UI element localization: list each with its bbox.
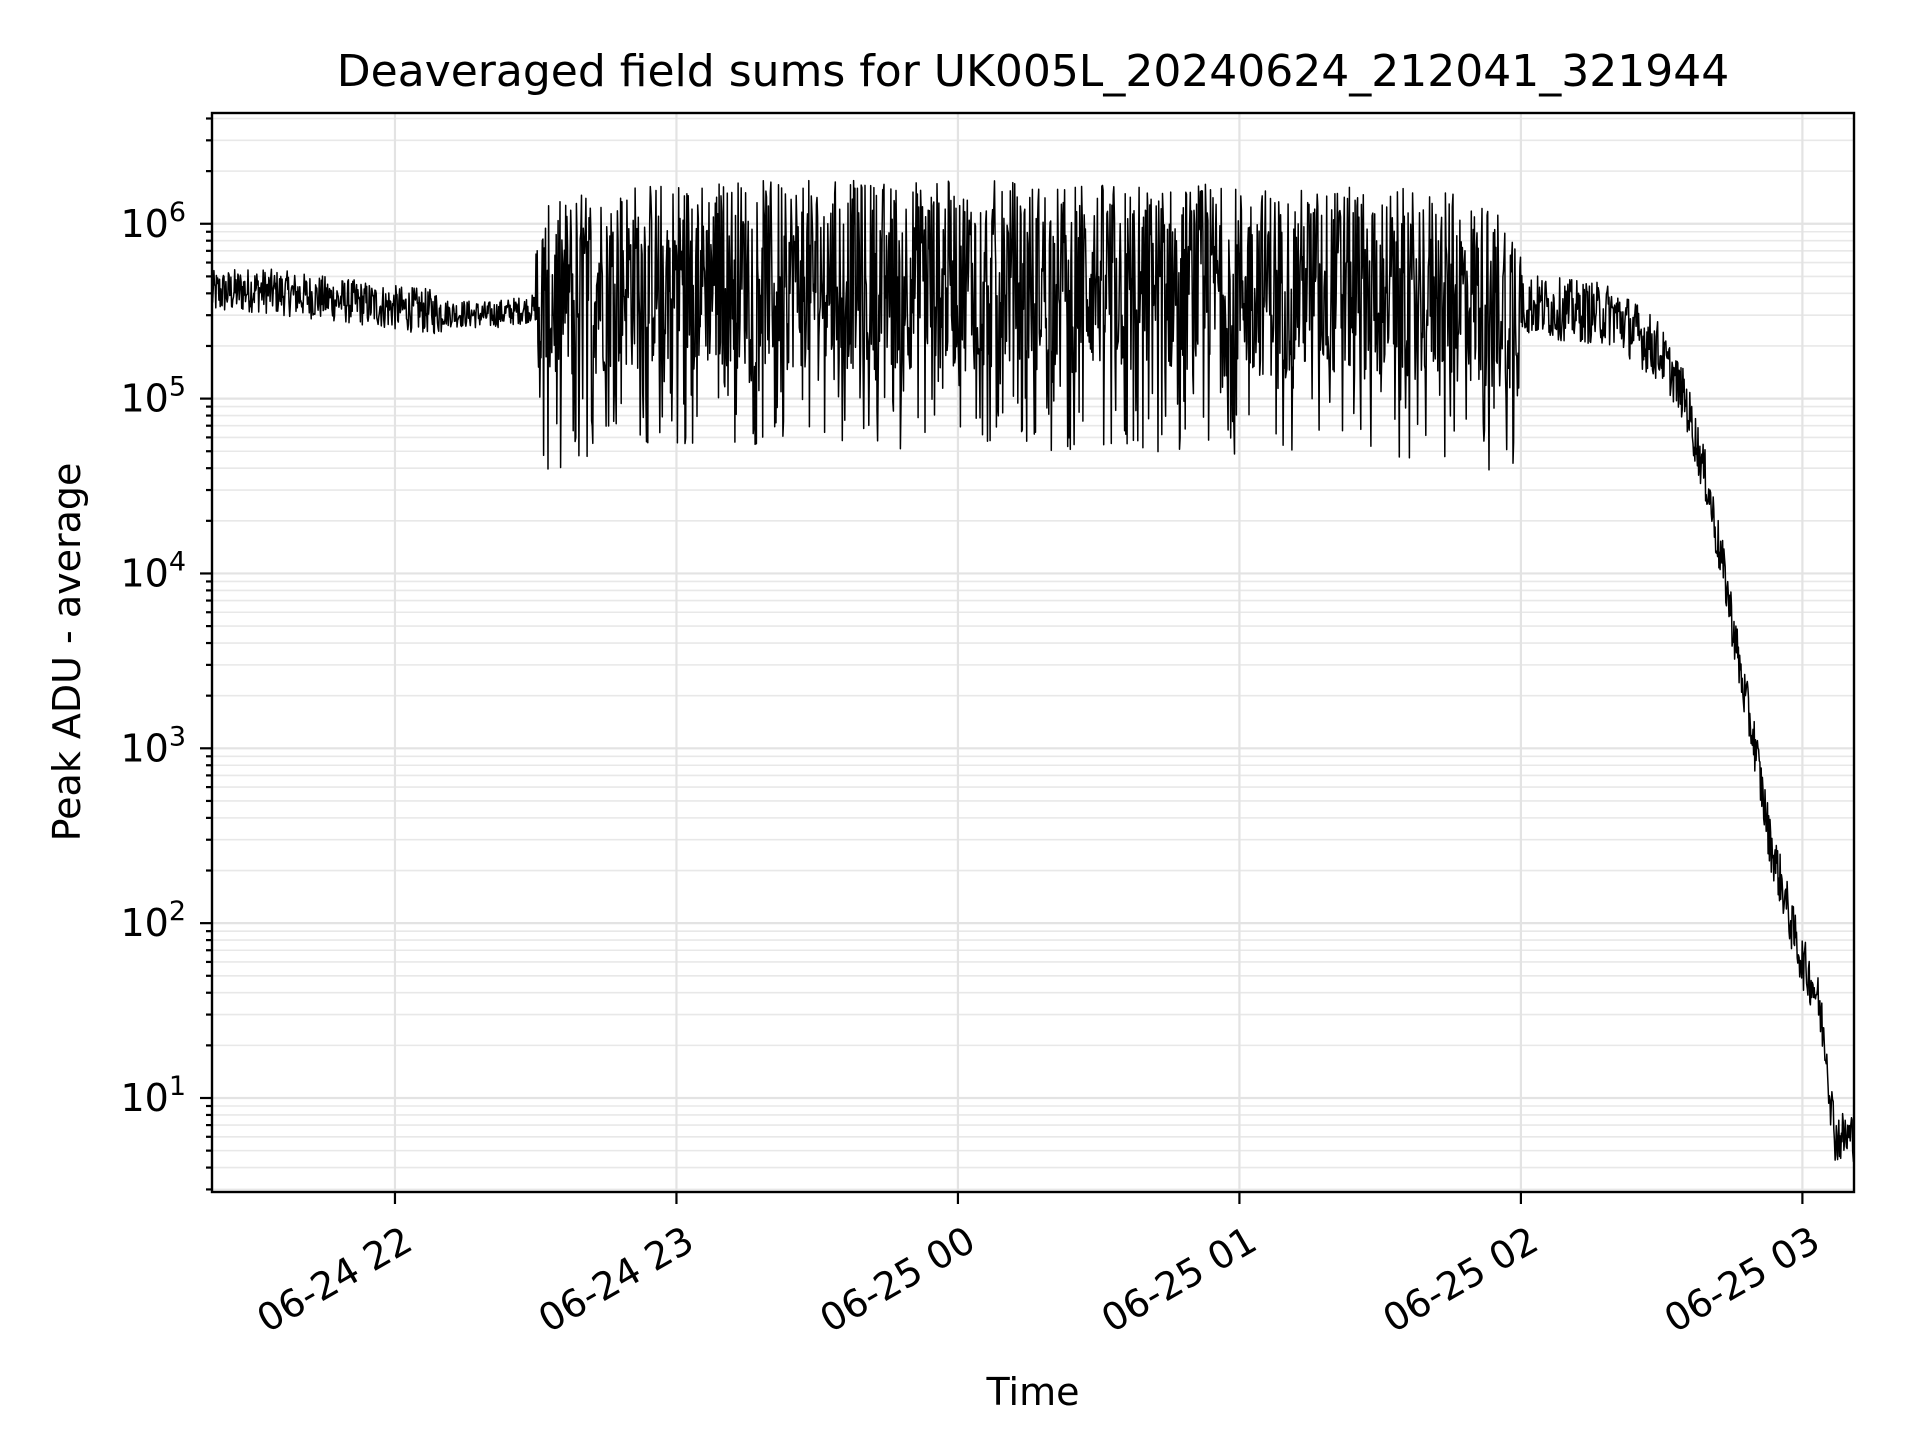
x-tick-label: 06-25 01 <box>1094 1218 1264 1342</box>
x-tick-label: 06-25 00 <box>812 1218 982 1342</box>
y-tick-label: 103 <box>120 721 186 770</box>
x-axis-label: Time <box>986 1370 1080 1414</box>
y-axis-label: Peak ADU - average <box>45 463 89 842</box>
plot-frame <box>210 111 1856 1194</box>
y-tick-label: 105 <box>120 372 186 421</box>
x-tick-label: 06-25 02 <box>1375 1218 1545 1342</box>
chart-title: Deaveraged field sums for UK005L_2024062… <box>337 46 1729 97</box>
y-tick-label: 102 <box>120 896 186 945</box>
series-layer <box>211 179 1855 1164</box>
y-tick-label: 104 <box>120 546 186 595</box>
y-tick-label: 101 <box>120 1071 186 1120</box>
x-tick-label: 06-24 22 <box>249 1218 419 1342</box>
series-line <box>211 179 1855 1164</box>
x-tick-label: 06-24 23 <box>531 1218 701 1342</box>
y-tick-label: 106 <box>120 197 186 246</box>
x-tick-label: 06-25 03 <box>1657 1218 1827 1342</box>
